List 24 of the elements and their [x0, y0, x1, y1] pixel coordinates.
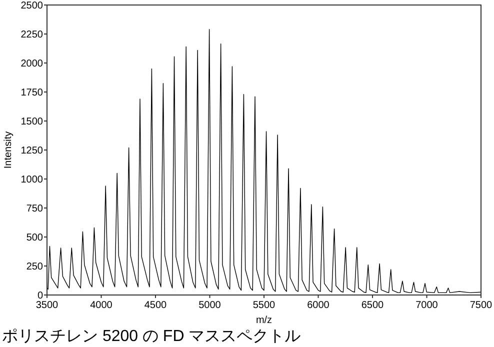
- x-axis-title: m/z: [256, 315, 272, 326]
- text: ポリスチレン 5200 の FD マススペクトル: [2, 328, 301, 345]
- y-tick-label: 0: [37, 290, 44, 302]
- y-tick-label: 1250: [20, 146, 44, 156]
- y-tick-label: 2500: [20, 0, 44, 12]
- x-tick-label: 4500: [144, 300, 168, 311]
- x-tick-label: 4000: [90, 300, 113, 311]
- x-tick-label: 6000: [307, 300, 330, 311]
- y-tick-label: 2250: [20, 30, 44, 40]
- y-tick-label: 1750: [20, 88, 44, 98]
- y-tick-label: 2000: [20, 58, 44, 70]
- x-tick-label: 5500: [252, 300, 276, 311]
- y-tick-label: 250: [26, 262, 44, 272]
- y-axis-title: Intensity: [3, 131, 14, 169]
- x-tick-label: 7000: [416, 300, 438, 311]
- y-tick-label: 500: [26, 232, 44, 244]
- x-tick-label: 6500: [361, 300, 384, 311]
- x-tick-label: 7500: [470, 300, 493, 311]
- y-tick-label: 1000: [20, 174, 44, 186]
- y-tick-label: 1500: [20, 116, 44, 128]
- line-series: [46, 29, 482, 294]
- y-tick-label: 750: [26, 204, 44, 214]
- x-tick-label: 5000: [198, 300, 222, 311]
- x-tick-label: 3500: [36, 300, 59, 311]
